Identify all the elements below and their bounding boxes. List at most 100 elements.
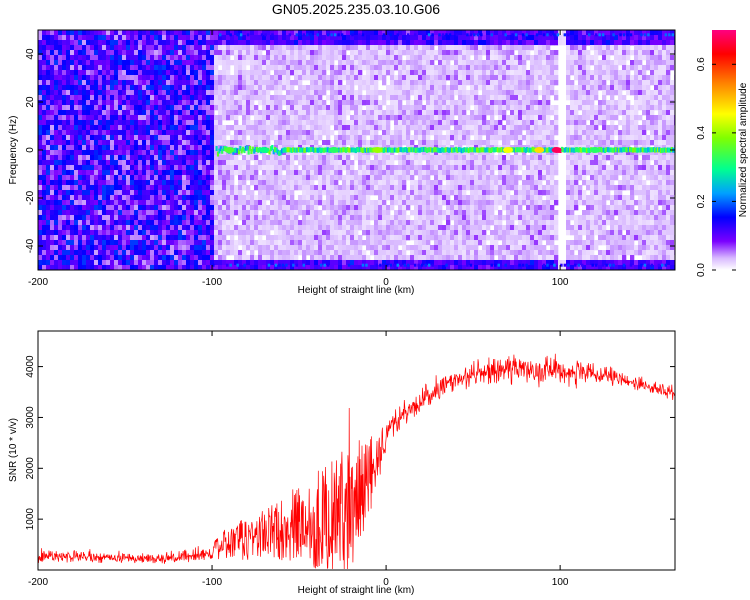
heatmap-cell: [326, 245, 331, 251]
heatmap-cell: [110, 235, 115, 241]
heatmap-cell: [370, 60, 375, 66]
heatmap-cell: [170, 70, 175, 76]
heatmap-cell: [234, 255, 239, 261]
heatmap-cell: [398, 60, 403, 66]
heatmap-cell: [154, 200, 159, 206]
heatmap-cell: [450, 215, 455, 221]
heatmap-cell: [314, 160, 319, 166]
heatmap-cell: [118, 200, 123, 206]
heatmap-cell: [262, 140, 267, 146]
heatmap-cell: [426, 90, 431, 96]
heatmap-cell: [226, 195, 231, 201]
heatmap-cell: [202, 150, 207, 156]
heatmap-cell: [74, 45, 79, 51]
heatmap-cell: [234, 195, 239, 201]
heatmap-cell: [226, 165, 231, 171]
heatmap-cell: [50, 120, 55, 126]
heatmap-cell: [358, 190, 363, 196]
heatmap-cell: [354, 80, 359, 86]
heatmap-cell: [466, 40, 471, 46]
heatmap-cell: [398, 120, 403, 126]
heatmap-cell: [146, 240, 151, 246]
heatmap-cell: [346, 140, 351, 146]
heatmap-cell: [242, 250, 247, 256]
heatmap-cell: [162, 115, 167, 121]
heatmap-cell: [86, 95, 91, 101]
heatmap-cell: [258, 245, 263, 251]
heatmap-cell: [46, 65, 51, 71]
heatmap-cell: [46, 75, 51, 81]
heatmap-cell: [50, 90, 55, 96]
heatmap-cell: [270, 240, 275, 246]
heatmap-cell: [162, 105, 167, 111]
heatmap-cell: [194, 145, 199, 151]
heatmap-cell: [74, 170, 79, 176]
heatmap-cell: [410, 225, 415, 231]
heatmap-cell: [182, 120, 187, 126]
heatmap-cell: [282, 110, 287, 116]
heatmap-cell: [406, 100, 411, 106]
heatmap-cell: [258, 120, 263, 126]
heatmap-cell: [306, 225, 311, 231]
heatmap-cell: [314, 245, 319, 251]
heatmap-cell: [218, 240, 223, 246]
heatmap-cell: [210, 150, 215, 156]
heatmap-cell: [438, 85, 443, 91]
heatmap-cell: [150, 210, 155, 216]
heatmap-cell: [134, 235, 139, 241]
heatmap-cell: [282, 70, 287, 76]
heatmap-cell: [58, 35, 63, 41]
heatmap-cell: [430, 250, 435, 256]
heatmap-cell: [42, 140, 47, 146]
heatmap-cell: [402, 85, 407, 91]
heatmap-cell: [362, 180, 367, 186]
heatmap-cell: [98, 185, 103, 191]
heatmap-cell: [210, 130, 215, 136]
heatmap-cell: [62, 140, 67, 146]
heatmap-cell: [210, 35, 215, 41]
heatmap-cell: [306, 175, 311, 181]
heatmap-cell: [190, 265, 195, 270]
heatmap-cell: [458, 100, 463, 106]
heatmap-cell: [214, 40, 219, 46]
heatmap-cell: [294, 155, 299, 161]
heatmap-cell: [222, 150, 227, 156]
heatmap-cell: [454, 120, 459, 126]
heatmap-cell: [402, 240, 407, 246]
heatmap-cell: [434, 80, 439, 86]
heatmap-cell: [126, 230, 131, 236]
heatmap-cell: [338, 35, 343, 41]
heatmap-cell: [374, 100, 379, 106]
heatmap-cell: [210, 215, 215, 221]
heatmap-cell: [458, 220, 463, 226]
heatmap-cell: [214, 195, 219, 201]
heatmap-cell: [110, 40, 115, 46]
heatmap-cell: [54, 240, 59, 246]
heatmap-cell: [322, 230, 327, 236]
heatmap-cell: [190, 80, 195, 86]
heatmap-cell: [202, 35, 207, 41]
heatmap-cell: [462, 180, 467, 186]
heatmap-cell: [366, 155, 371, 161]
heatmap-cell: [346, 190, 351, 196]
heatmap-cell: [194, 130, 199, 136]
heatmap-cell: [146, 35, 151, 41]
heatmap-cell: [274, 240, 279, 246]
heatmap-cell: [274, 95, 279, 101]
heatmap-cell: [274, 45, 279, 51]
heatmap-cell: [318, 230, 323, 236]
heatmap-cell: [374, 80, 379, 86]
heatmap-cell: [418, 100, 423, 106]
heatmap-cell: [94, 95, 99, 101]
heatmap-cell: [366, 205, 371, 211]
heatmap-cell: [206, 155, 211, 161]
heatmap-cell: [354, 255, 359, 261]
heatmap-cell: [238, 100, 243, 106]
heatmap-cell: [242, 135, 247, 141]
heatmap-cell: [186, 135, 191, 141]
heatmap-cell: [294, 225, 299, 231]
heatmap-cell: [46, 50, 51, 56]
heatmap-cell: [350, 40, 355, 46]
heatmap-cell: [170, 75, 175, 81]
heatmap-cell: [82, 35, 87, 41]
